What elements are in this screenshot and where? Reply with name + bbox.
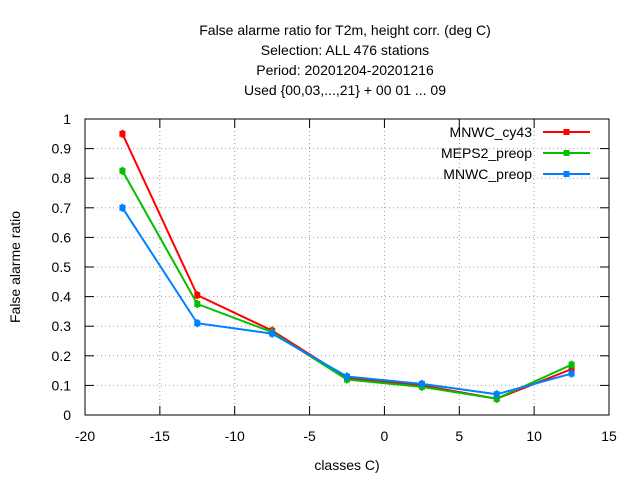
y-tick-label: 1 [63, 111, 71, 127]
data-point [194, 301, 201, 307]
y-axis-label: False alarme ratio [7, 211, 23, 323]
legend-item: MNWC_preop [443, 166, 590, 182]
chart-title: False alarme ratio for T2m, height corr.… [199, 22, 491, 98]
x-axis-label: classes C) [314, 457, 379, 473]
data-point [568, 361, 575, 368]
y-tick-label: 0.1 [52, 377, 72, 393]
data-point [194, 292, 201, 299]
x-tick-label: -20 [75, 428, 95, 444]
title-line: False alarme ratio for T2m, height corr.… [199, 22, 491, 38]
x-tick-label: 0 [381, 428, 389, 444]
legend-marker [563, 171, 570, 177]
y-tick-label: 0.4 [52, 289, 72, 305]
y-tick-label: 0.5 [52, 259, 72, 275]
legend-item: MEPS2_preop [441, 145, 590, 161]
series [119, 129, 575, 403]
x-tick-labels: -20 -15 -10 -5 0 5 10 15 [75, 428, 617, 444]
title-line: Selection: ALL 476 stations [261, 42, 429, 58]
axis-ticks [84, 118, 610, 416]
series-meps2-preop [119, 166, 575, 403]
x-tick-label: 15 [601, 428, 617, 444]
x-tick-label: -5 [303, 428, 316, 444]
grid [84, 118, 610, 416]
x-tick-label: 5 [455, 428, 463, 444]
data-point [119, 204, 126, 211]
y-tick-label: 0.8 [52, 170, 72, 186]
series-mnwc-preop [119, 203, 575, 399]
y-tick-label: 0.7 [52, 200, 72, 216]
data-point [119, 167, 126, 174]
y-tick-labels: 0 0.1 0.2 0.3 0.4 0.5 0.6 0.7 0.8 0.9 1 [52, 111, 72, 423]
legend-marker [563, 129, 570, 135]
series-line [121, 170, 572, 400]
data-point [269, 330, 276, 337]
title-line: Used {00,03,...,21} + 00 01 ... 09 [244, 82, 446, 98]
y-tick-label: 0.3 [52, 318, 72, 334]
data-point [568, 366, 575, 373]
data-point [119, 130, 126, 137]
legend-item: MNWC_cy43 [450, 124, 590, 140]
data-point [493, 391, 500, 398]
legend-label: MNWC_cy43 [450, 124, 533, 140]
legend-marker [563, 150, 570, 156]
data-point [194, 320, 201, 327]
series-line [121, 207, 572, 396]
legend-label: MNWC_preop [443, 166, 532, 182]
title-line: Period: 20201204-20201216 [256, 62, 434, 78]
data-point [493, 395, 500, 402]
y-tick-label: 0 [63, 407, 71, 423]
y-tick-label: 0.2 [52, 348, 72, 364]
data-point [418, 380, 425, 387]
x-tick-label: -15 [150, 428, 170, 444]
data-point [568, 370, 575, 377]
y-tick-label: 0.6 [52, 229, 72, 245]
x-tick-label: 10 [526, 428, 542, 444]
data-point [344, 373, 350, 380]
legend-label: MEPS2_preop [441, 145, 532, 161]
legend: MNWC_cy43 MEPS2_preop MNWC_preop [441, 124, 590, 182]
y-tick-label: 0.9 [52, 141, 72, 157]
x-tick-label: -10 [225, 428, 245, 444]
plot-frame [84, 118, 610, 416]
